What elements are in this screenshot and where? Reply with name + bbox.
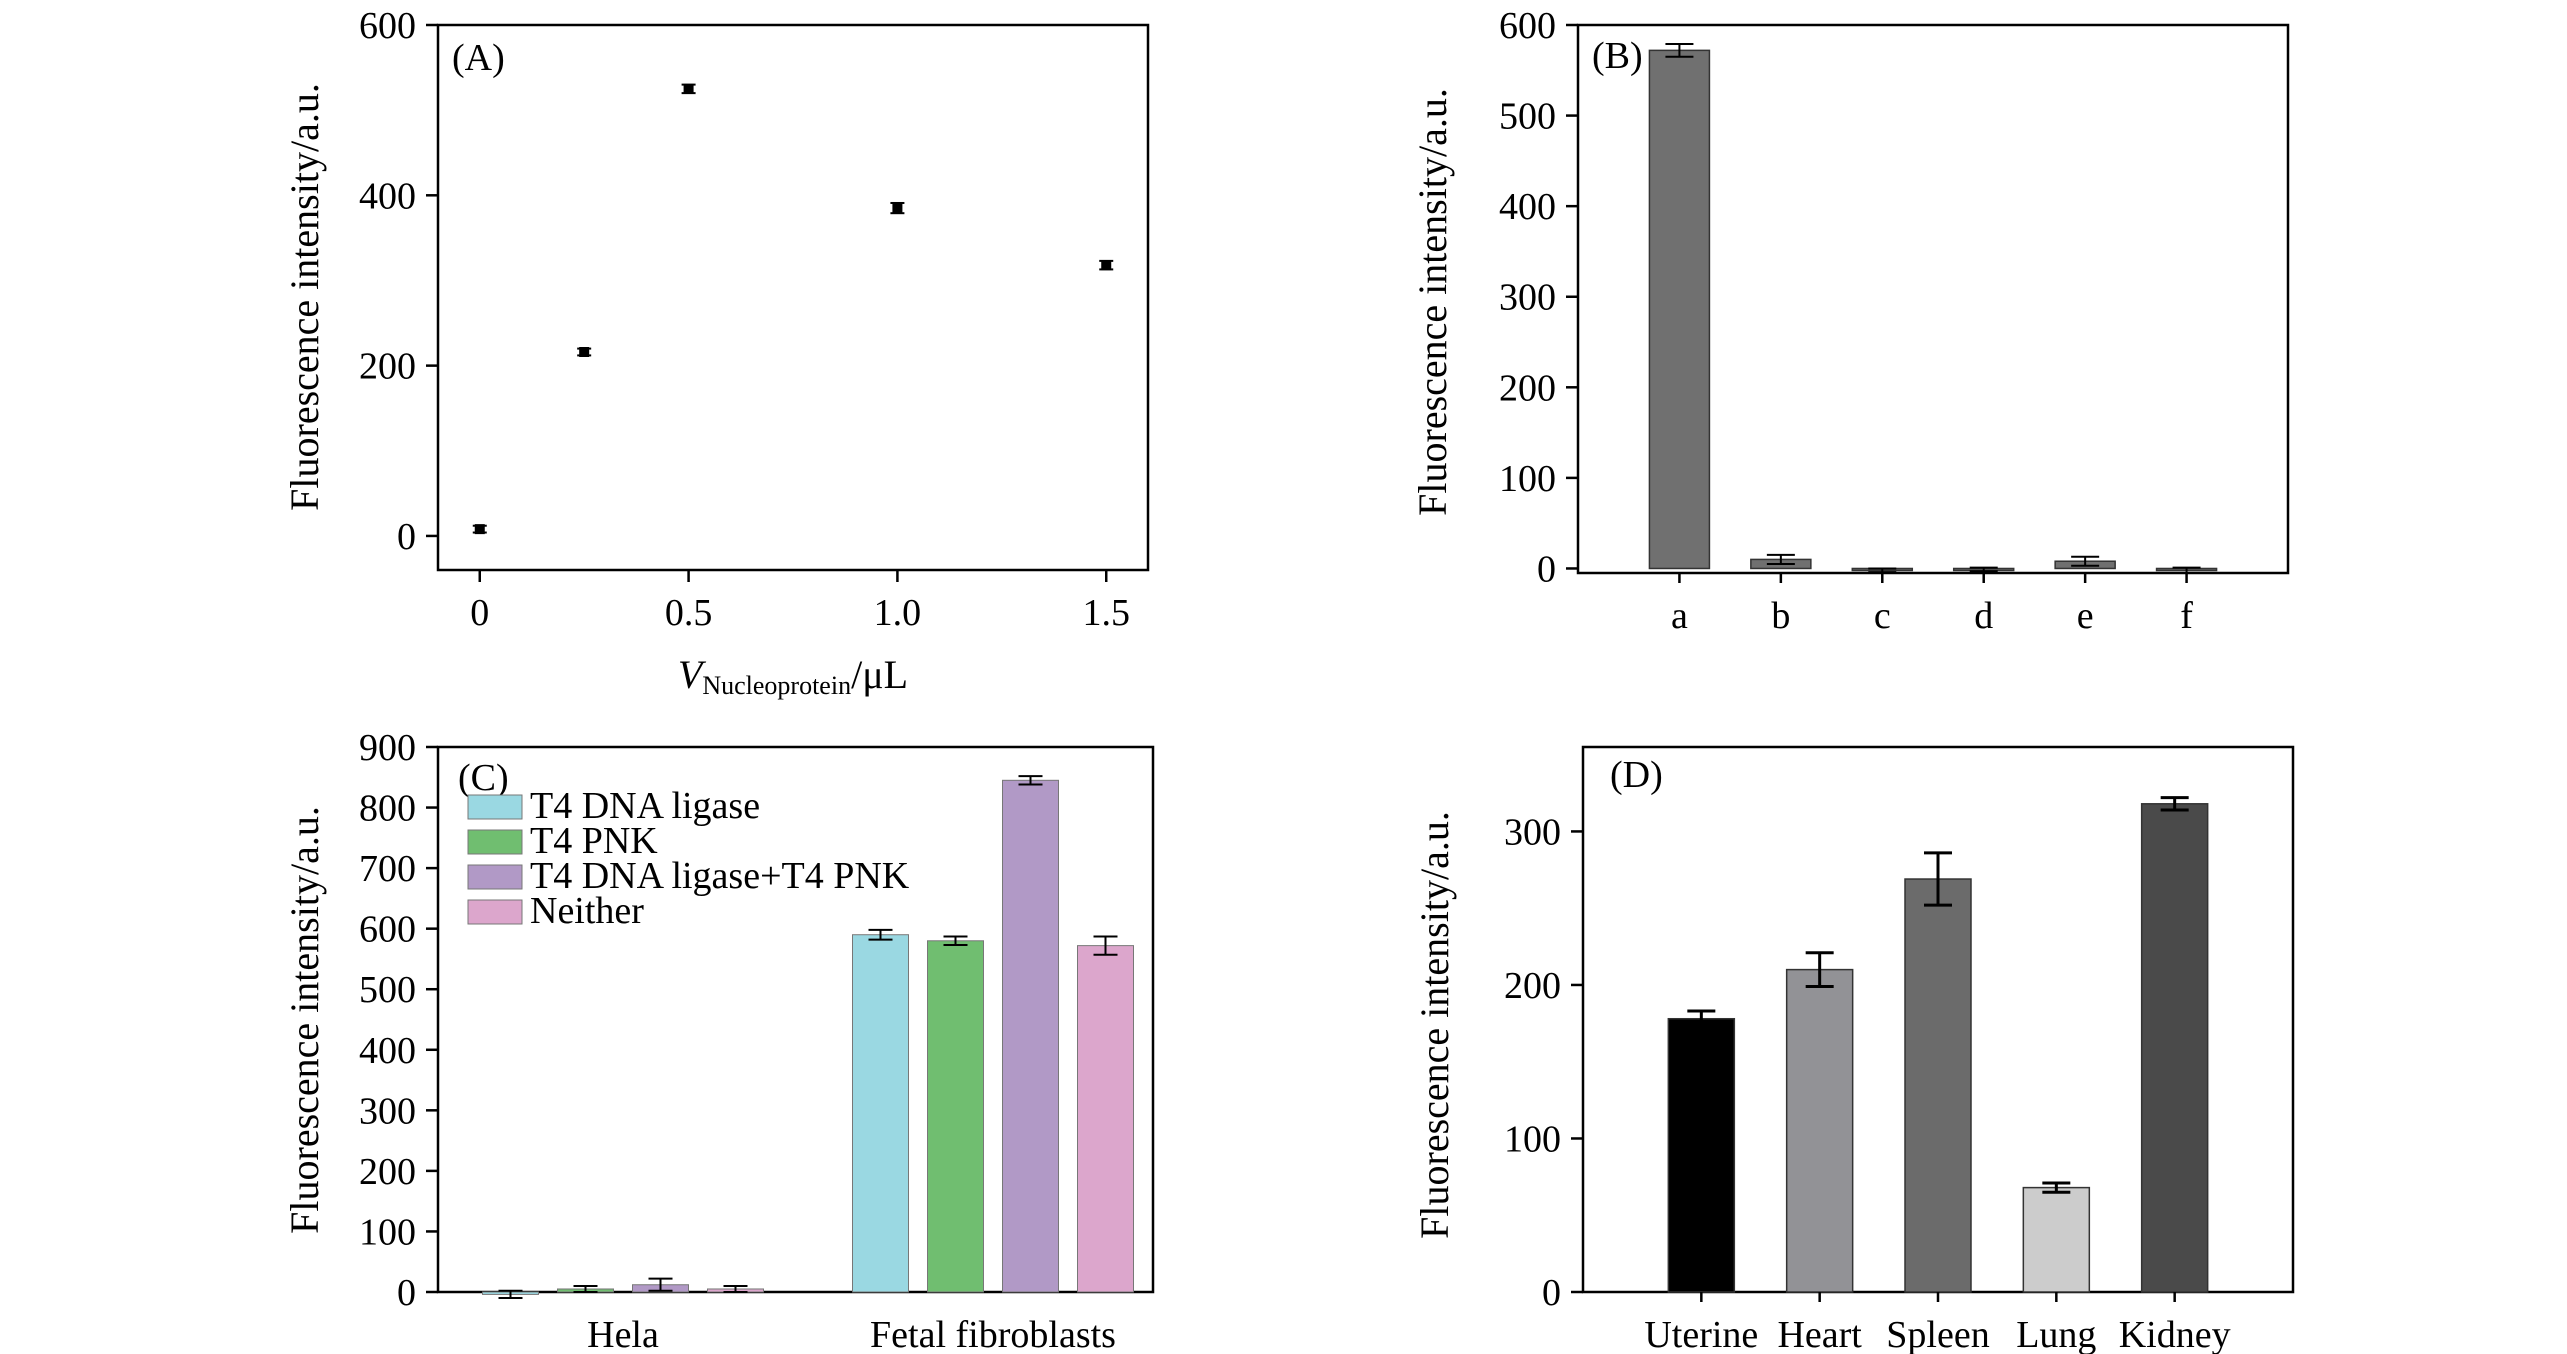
- panel-d-label: (D): [1610, 754, 1663, 796]
- y-tick-label: 100: [359, 1211, 416, 1253]
- panel-b-y-axis-title: Fluorescence intensity/a.u.: [1410, 88, 1455, 516]
- y-tick-label: 500: [359, 969, 416, 1011]
- panel-a-x-axis-subscript: Nucleoprotein: [702, 671, 851, 700]
- x-tick-label: Lung: [2016, 1314, 2096, 1354]
- x-tick-label: 1.0: [874, 592, 922, 634]
- bar: [1648, 49, 1711, 570]
- data-point: [683, 83, 694, 94]
- panel-d: (D) Fluorescence intensity/a.u. 0 100 200 3…: [1412, 745, 2295, 1354]
- panel-b: (B) Fluorescence intensity/a.u. 0 100 200 3…: [1410, 5, 2290, 637]
- x-tick-label: c: [1874, 595, 1891, 637]
- y-tick-label: 900: [359, 727, 416, 769]
- x-tick-label: f: [2180, 595, 2193, 637]
- y-tick-label: 0: [397, 516, 416, 558]
- panel-a-x-axis-title: VNucleoprotein/μL: [678, 652, 908, 700]
- panel-a-y-axis-title: Fluorescence intensity/a.u.: [282, 83, 327, 511]
- y-tick-label: 400: [359, 1030, 416, 1072]
- panel-a-x-axis-symbol: V: [678, 652, 707, 697]
- x-tick-label: a: [1671, 595, 1688, 637]
- x-tick-label: Hela: [587, 1314, 659, 1354]
- y-tick-label: 200: [1504, 965, 1561, 1007]
- y-tick-label: 300: [1499, 277, 1556, 319]
- bar: [1785, 968, 1854, 1293]
- bar: [1077, 945, 1134, 1293]
- data-point: [474, 524, 485, 535]
- y-tick-label: 500: [1499, 96, 1556, 138]
- bar: [927, 940, 984, 1293]
- y-tick-label: 0: [397, 1272, 416, 1314]
- y-tick-label: 0: [1542, 1272, 1561, 1314]
- x-tick-label: 0.5: [665, 592, 713, 634]
- panel-a: (A) Fluorescence intensity/a.u. VNucleop…: [282, 5, 1150, 700]
- bar: [1002, 779, 1059, 1293]
- y-tick-label: 400: [1499, 186, 1556, 228]
- panel-c-y-axis-title: Fluorescence intensity/a.u.: [282, 806, 327, 1234]
- y-tick-label: 600: [359, 909, 416, 951]
- legend-label: Neither: [530, 890, 644, 932]
- x-tick-label: Fetal fibroblasts: [870, 1314, 1116, 1354]
- y-tick-label: 100: [1504, 1118, 1561, 1160]
- data-point: [1101, 260, 1112, 271]
- y-tick-label: 700: [359, 848, 416, 890]
- panel-c-label: (C): [458, 757, 509, 799]
- y-tick-label: 600: [359, 5, 416, 47]
- legend-label: T4 DNA ligase: [530, 785, 760, 827]
- data-point: [579, 347, 590, 357]
- y-tick-label: 200: [359, 346, 416, 388]
- y-tick-label: 200: [359, 1151, 416, 1193]
- x-tick-label: b: [1771, 595, 1790, 637]
- y-tick-label: 800: [359, 788, 416, 830]
- bar: [1904, 878, 1972, 1293]
- panel-c-plot-frame: [436, 745, 1155, 1294]
- x-tick-label: d: [1974, 595, 1993, 637]
- bar: [2022, 1186, 2091, 1293]
- y-tick-label: 200: [1499, 367, 1556, 409]
- legend-swatch: [467, 829, 523, 855]
- bar: [852, 934, 909, 1293]
- panel-a-label: (A): [452, 37, 505, 79]
- y-tick-label: 400: [359, 175, 416, 217]
- panel-b-plot-frame: [1576, 23, 2290, 575]
- y-tick-label: 600: [1499, 5, 1556, 47]
- x-tick-label: 0: [470, 592, 489, 634]
- bar: [1667, 1017, 1736, 1293]
- x-tick-label: Uterine: [1644, 1314, 1758, 1354]
- panel-d-y-axis-title: Fluorescence intensity/a.u.: [1412, 811, 1457, 1239]
- x-tick-label: Kidney: [2119, 1314, 2231, 1354]
- x-tick-label: e: [2077, 595, 2094, 637]
- legend-label: T4 DNA ligase+T4 PNK: [530, 855, 910, 897]
- y-tick-label: 300: [1504, 811, 1561, 853]
- legend-label: T4 PNK: [530, 820, 658, 862]
- x-tick-label: Heart: [1777, 1314, 1862, 1354]
- x-tick-label: 1.5: [1082, 592, 1130, 634]
- y-tick-label: 300: [359, 1090, 416, 1132]
- panel-c: (C) Fluorescence intensity/a.u. 0 100 200 3…: [282, 727, 1155, 1354]
- legend-swatch: [467, 899, 523, 925]
- panel-b-label: (B): [1592, 35, 1643, 77]
- panel-a-plot-frame: [436, 23, 1150, 572]
- x-tick-label: Spleen: [1886, 1314, 1989, 1354]
- y-tick-label: 100: [1499, 458, 1556, 500]
- bar: [2140, 803, 2209, 1293]
- legend-swatch: [467, 864, 523, 890]
- y-tick-label: 0: [1537, 548, 1556, 590]
- data-point: [892, 203, 903, 214]
- panel-a-x-axis-unit: /μL: [851, 652, 908, 697]
- legend-swatch: [467, 794, 523, 820]
